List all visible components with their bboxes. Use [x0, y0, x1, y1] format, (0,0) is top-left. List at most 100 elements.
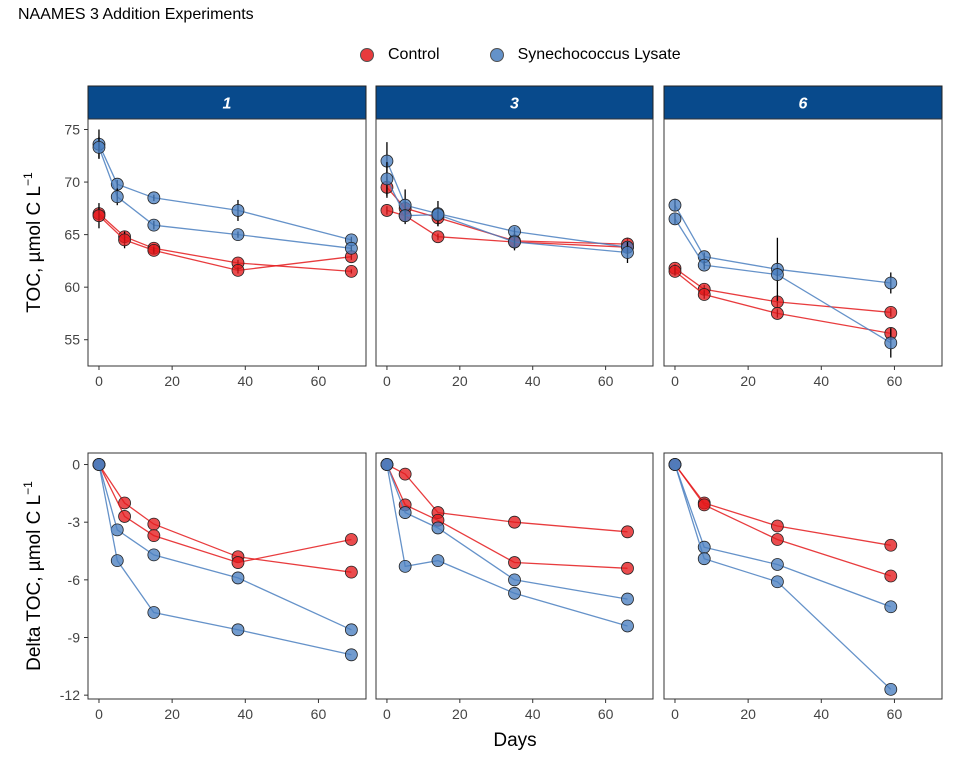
delta-facet-1-series-control-0-point: [147, 517, 161, 531]
toc-facet-3-series-lysate-3-point: [508, 235, 521, 249]
toc-facet-1-series-control-1-line: [98, 215, 352, 272]
toc-ytick-label: 70: [64, 174, 80, 190]
delta-facet-1-series-lysate-2-point: [231, 571, 245, 585]
toc-facet-1-border: [87, 118, 367, 367]
delta-facet-1-series-lysate-2-point: [344, 623, 358, 637]
delta-facet-6-series-control-1-point: [770, 533, 784, 546]
toc-facet-1-series-lysate-2-line: [98, 143, 352, 241]
toc-facet-3-series-lysate-3-point: [621, 246, 634, 259]
toc-facet-1-series-lysate-3-point: [110, 190, 124, 204]
delta-facet-6-series-lysate-2-point: [770, 558, 784, 571]
delta-facet-3-series-control-1-line: [386, 464, 628, 569]
delta-facet-3-border: [375, 452, 654, 700]
delta-facet-3-series-lysate-2-point: [621, 592, 634, 606]
toc-facet-1-series-lysate-3-point: [147, 218, 161, 232]
delta-facet-1-series-lysate-3-point: [231, 623, 245, 637]
toc-facet-6-series-lysate-3-line: [674, 218, 892, 344]
delta-facet-6-series-lysate-2-point: [884, 600, 898, 614]
toc-facet-3-series-lysate-3-point: [431, 208, 445, 222]
delta-facet-3-series-lysate-2-point: [398, 506, 412, 519]
delta-facet-3-xtick-label: 0: [383, 706, 391, 722]
delta-facet-1-xtick-label: 20: [164, 706, 180, 722]
facet-strip-6: [663, 85, 943, 120]
delta-facet-3-series-control-0-line: [386, 463, 628, 533]
delta-facet-6-series-lysate-3-line: [674, 464, 892, 690]
toc-facet-6-border: [663, 118, 943, 367]
legend-label-control: Control: [388, 46, 440, 63]
facet-strip-3: [375, 85, 654, 120]
delta-facet-3-series-control-0-point: [621, 525, 634, 539]
toc-facet-6-series-control-0-point: [884, 305, 898, 319]
toc-facet-1-series-lysate-2-point: [231, 204, 245, 217]
delta-facet-3-series-control-0-point: [508, 515, 521, 529]
toc-facet-6-xtick-label: 40: [814, 373, 830, 389]
delta-y-axis-title: Delta TOC, µmol C L−1: [21, 481, 45, 671]
delta-y-axis-title-sup: −1: [21, 481, 35, 495]
delta-facet-6-border: [663, 452, 943, 700]
delta-facet-6-series-control-0-point: [884, 538, 898, 552]
delta-facet-1-series-lysate-2-point: [147, 548, 161, 562]
toc-facet-3-xtick-label: 0: [383, 373, 391, 389]
toc-facet-6-xtick-label: 20: [740, 373, 756, 389]
x-axis-title: Days: [493, 730, 536, 751]
delta-facet-3-series-control-1-point: [508, 556, 521, 569]
delta-facet-3-series-control-1-point: [621, 561, 634, 575]
toc-facet-6-series-control-1-point: [668, 265, 682, 278]
delta-facet-3-xtick-label: 20: [452, 706, 468, 722]
delta-facet-3-series-lysate-2-point: [508, 573, 521, 587]
delta-facet-3-xtick-label: 60: [598, 706, 614, 722]
toc-facet-6-series-control-1-point: [770, 307, 784, 320]
delta-ytick-label: -12: [60, 687, 80, 703]
delta-facet-3-series-lysate-2-line: [386, 464, 628, 600]
toc-facet-1-series-control-0-line: [98, 213, 352, 273]
delta-facet-1-series-lysate-3-line: [98, 464, 352, 656]
toc-y-axis-title-sup: −1: [21, 172, 35, 186]
delta-facet-6-series-control-1-line: [674, 464, 891, 577]
delta-ytick-label: -3: [68, 514, 81, 530]
toc-facet-3-series-lysate-3-point: [398, 209, 412, 223]
delta-facet-3-series-lysate-3-point: [508, 586, 521, 600]
toc-facet-1-series-control-1-point: [92, 209, 106, 223]
toc-facet-6-series-control-0-line: [674, 267, 891, 314]
toc-facet-3-xtick-label: 20: [452, 373, 468, 389]
delta-facet-6-series-lysate-3-point: [770, 575, 784, 589]
delta-facet-6-series-lysate-3-point: [884, 682, 898, 696]
toc-ytick-label: 65: [64, 227, 80, 243]
delta-ytick-label: 0: [72, 457, 80, 473]
toc-facet-6-series-control-1-line: [674, 270, 891, 335]
toc-y-axis-title-main: TOC, µmol C L: [24, 186, 45, 313]
delta-facet-1-series-lysate-3-point: [92, 458, 106, 471]
delta-facet-6-series-control-1-point: [697, 498, 711, 512]
delta-facet-3-series-lysate-3-line: [386, 464, 628, 627]
toc-ytick-label: 60: [64, 279, 80, 295]
delta-facet-1-series-control-1-line: [98, 464, 352, 564]
toc-facet-6-series-lysate-2-point: [884, 276, 898, 290]
delta-facet-1-series-lysate-3-point: [344, 648, 358, 662]
delta-facet-6-series-lysate-3-point: [697, 552, 711, 566]
delta-facet-6-xtick-label: 0: [671, 706, 679, 722]
toc-facet-1-series-control-1-point: [118, 233, 131, 247]
toc-facet-6-series-lysate-3-point: [668, 212, 682, 226]
toc-facet-3-xtick-label: 40: [525, 373, 541, 389]
delta-facet-3-series-lysate-2-point: [431, 521, 445, 535]
toc-facet-6-series-control-1-point: [697, 288, 711, 301]
delta-facet-3-xtick-label: 40: [525, 706, 541, 722]
delta-facet-6-xtick-label: 60: [887, 706, 903, 722]
toc-facet-1-xtick-label: 40: [238, 373, 254, 389]
facet-strip-label-1: 1: [223, 96, 232, 113]
delta-facet-1-series-lysate-2-point: [110, 523, 124, 537]
delta-ytick-label: -6: [68, 572, 81, 588]
delta-facet-1-border: [87, 452, 367, 700]
toc-facet-3-series-lysate-3-point: [380, 172, 394, 186]
toc-facet-3-series-control-1-point: [431, 230, 445, 244]
delta-facet-1-series-control-1-point: [231, 556, 245, 569]
toc-facet-6-xtick-label: 0: [671, 373, 679, 389]
delta-facet-6-series-control-1-point: [884, 569, 898, 583]
delta-facet-3-series-lysate-3-point: [621, 619, 634, 633]
delta-facet-1-series-control-0-line: [98, 464, 352, 573]
chart-title: NAAMES 3 Addition Experiments: [18, 6, 254, 23]
toc-facet-1-series-control-1-point: [147, 243, 161, 257]
legend-label-lysate: Synechococcus Lysate: [517, 46, 681, 63]
facet-strip-label-6: 6: [799, 96, 808, 113]
